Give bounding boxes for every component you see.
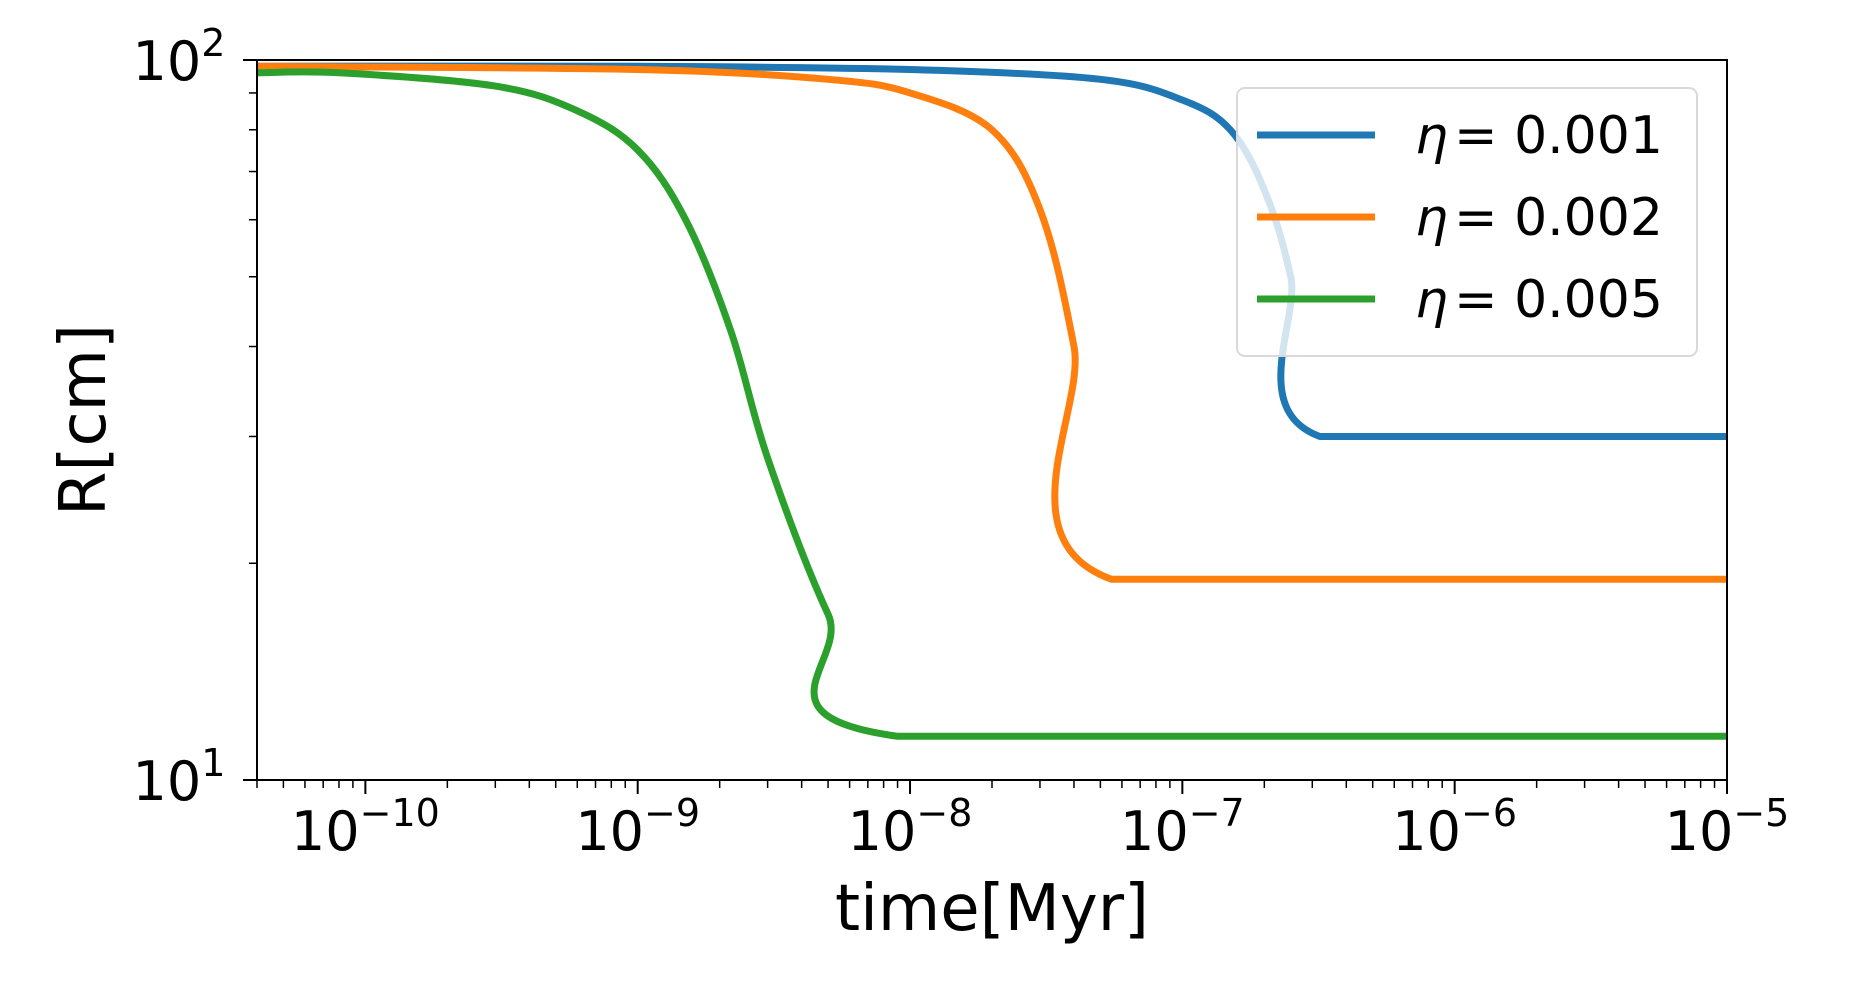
x-tick-label: 10−6 [1392, 791, 1517, 863]
legend-label: η = 0.005 [1415, 270, 1663, 330]
x-tick-label: 10−10 [291, 791, 440, 863]
legend: η = 0.001 η = 0.002 η = 0.005 [1236, 87, 1698, 357]
y-axis: 101 102 [133, 21, 257, 813]
x-tick-label: 10−9 [575, 791, 700, 863]
series-line-2 [257, 62, 1727, 583]
legend-label: η = 0.002 [1415, 188, 1663, 248]
legend-label: η = 0.001 [1415, 106, 1663, 166]
legend-box [1236, 87, 1698, 357]
x-tick-label: 10−8 [848, 791, 973, 863]
series-line-3 [257, 68, 1727, 740]
y-axis-label: R[cm] [47, 324, 121, 516]
y-tick-label: 101 [133, 741, 226, 813]
x-axis-label: time[Myr] [835, 872, 1149, 946]
y-tick-label: 102 [133, 21, 226, 93]
x-tick-label: 10−5 [1665, 791, 1790, 863]
x-tick-label: 10−7 [1120, 791, 1245, 863]
x-axis: 10−10 10−9 10−8 10−7 10−6 10−5 [256, 780, 1790, 863]
